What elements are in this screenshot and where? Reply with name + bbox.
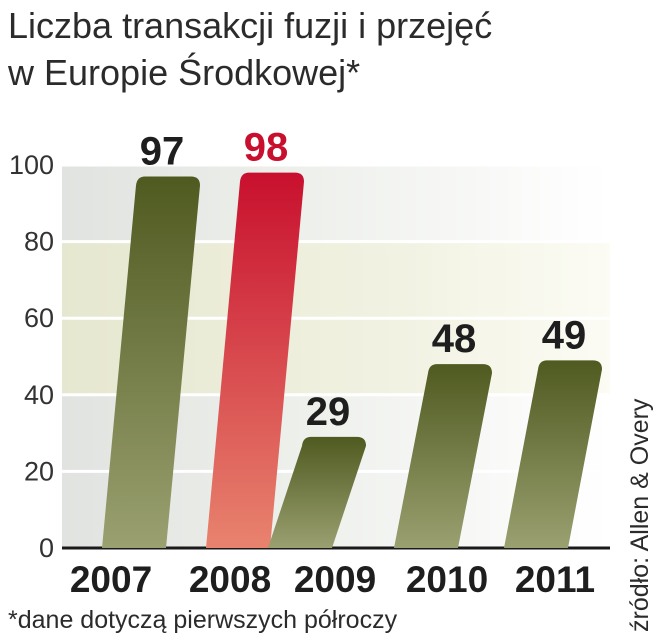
chart-title-line-1: Liczba transakcji fuzji i przejęć xyxy=(8,5,492,46)
value-label-2011: 49 xyxy=(542,313,587,357)
value-label-2007: 97 xyxy=(140,129,185,173)
value-label-2010: 48 xyxy=(432,317,477,361)
x-tick-label-2007: 2007 xyxy=(70,559,152,600)
value-label-2008: 98 xyxy=(244,126,289,170)
y-tick-label: 0 xyxy=(39,533,54,563)
x-tick-label-2011: 2011 xyxy=(515,559,595,600)
value-labels: 97 98 29 48 49 xyxy=(140,126,587,434)
x-tick-label-2009: 2009 xyxy=(294,559,376,600)
y-tick-label: 100 xyxy=(9,150,54,180)
y-tick-label: 80 xyxy=(24,227,54,257)
y-tick-label: 20 xyxy=(24,456,54,486)
x-axis-ticks: 2007 2008 2009 2010 2011 xyxy=(70,559,595,600)
y-tick-label: 40 xyxy=(24,380,54,410)
footnote: *dane dotyczą pierwszych półroczy xyxy=(8,606,398,634)
value-label-2009: 29 xyxy=(306,390,351,434)
bar-2010 xyxy=(394,364,492,548)
bars xyxy=(102,172,602,549)
source-note: źródło: Allen & Overy xyxy=(626,398,654,632)
bar-2008 xyxy=(206,172,304,548)
y-axis-ticks: 0 20 40 60 80 100 xyxy=(9,150,54,563)
chart-title-line-2: w Europie Środkowej* xyxy=(7,51,360,93)
x-tick-label-2010: 2010 xyxy=(406,559,488,600)
bar-2007 xyxy=(102,176,200,549)
x-tick-label-2008: 2008 xyxy=(189,559,271,600)
bar-2011 xyxy=(504,360,602,548)
bar-2009 xyxy=(268,436,366,548)
y-tick-label: 60 xyxy=(24,303,54,333)
